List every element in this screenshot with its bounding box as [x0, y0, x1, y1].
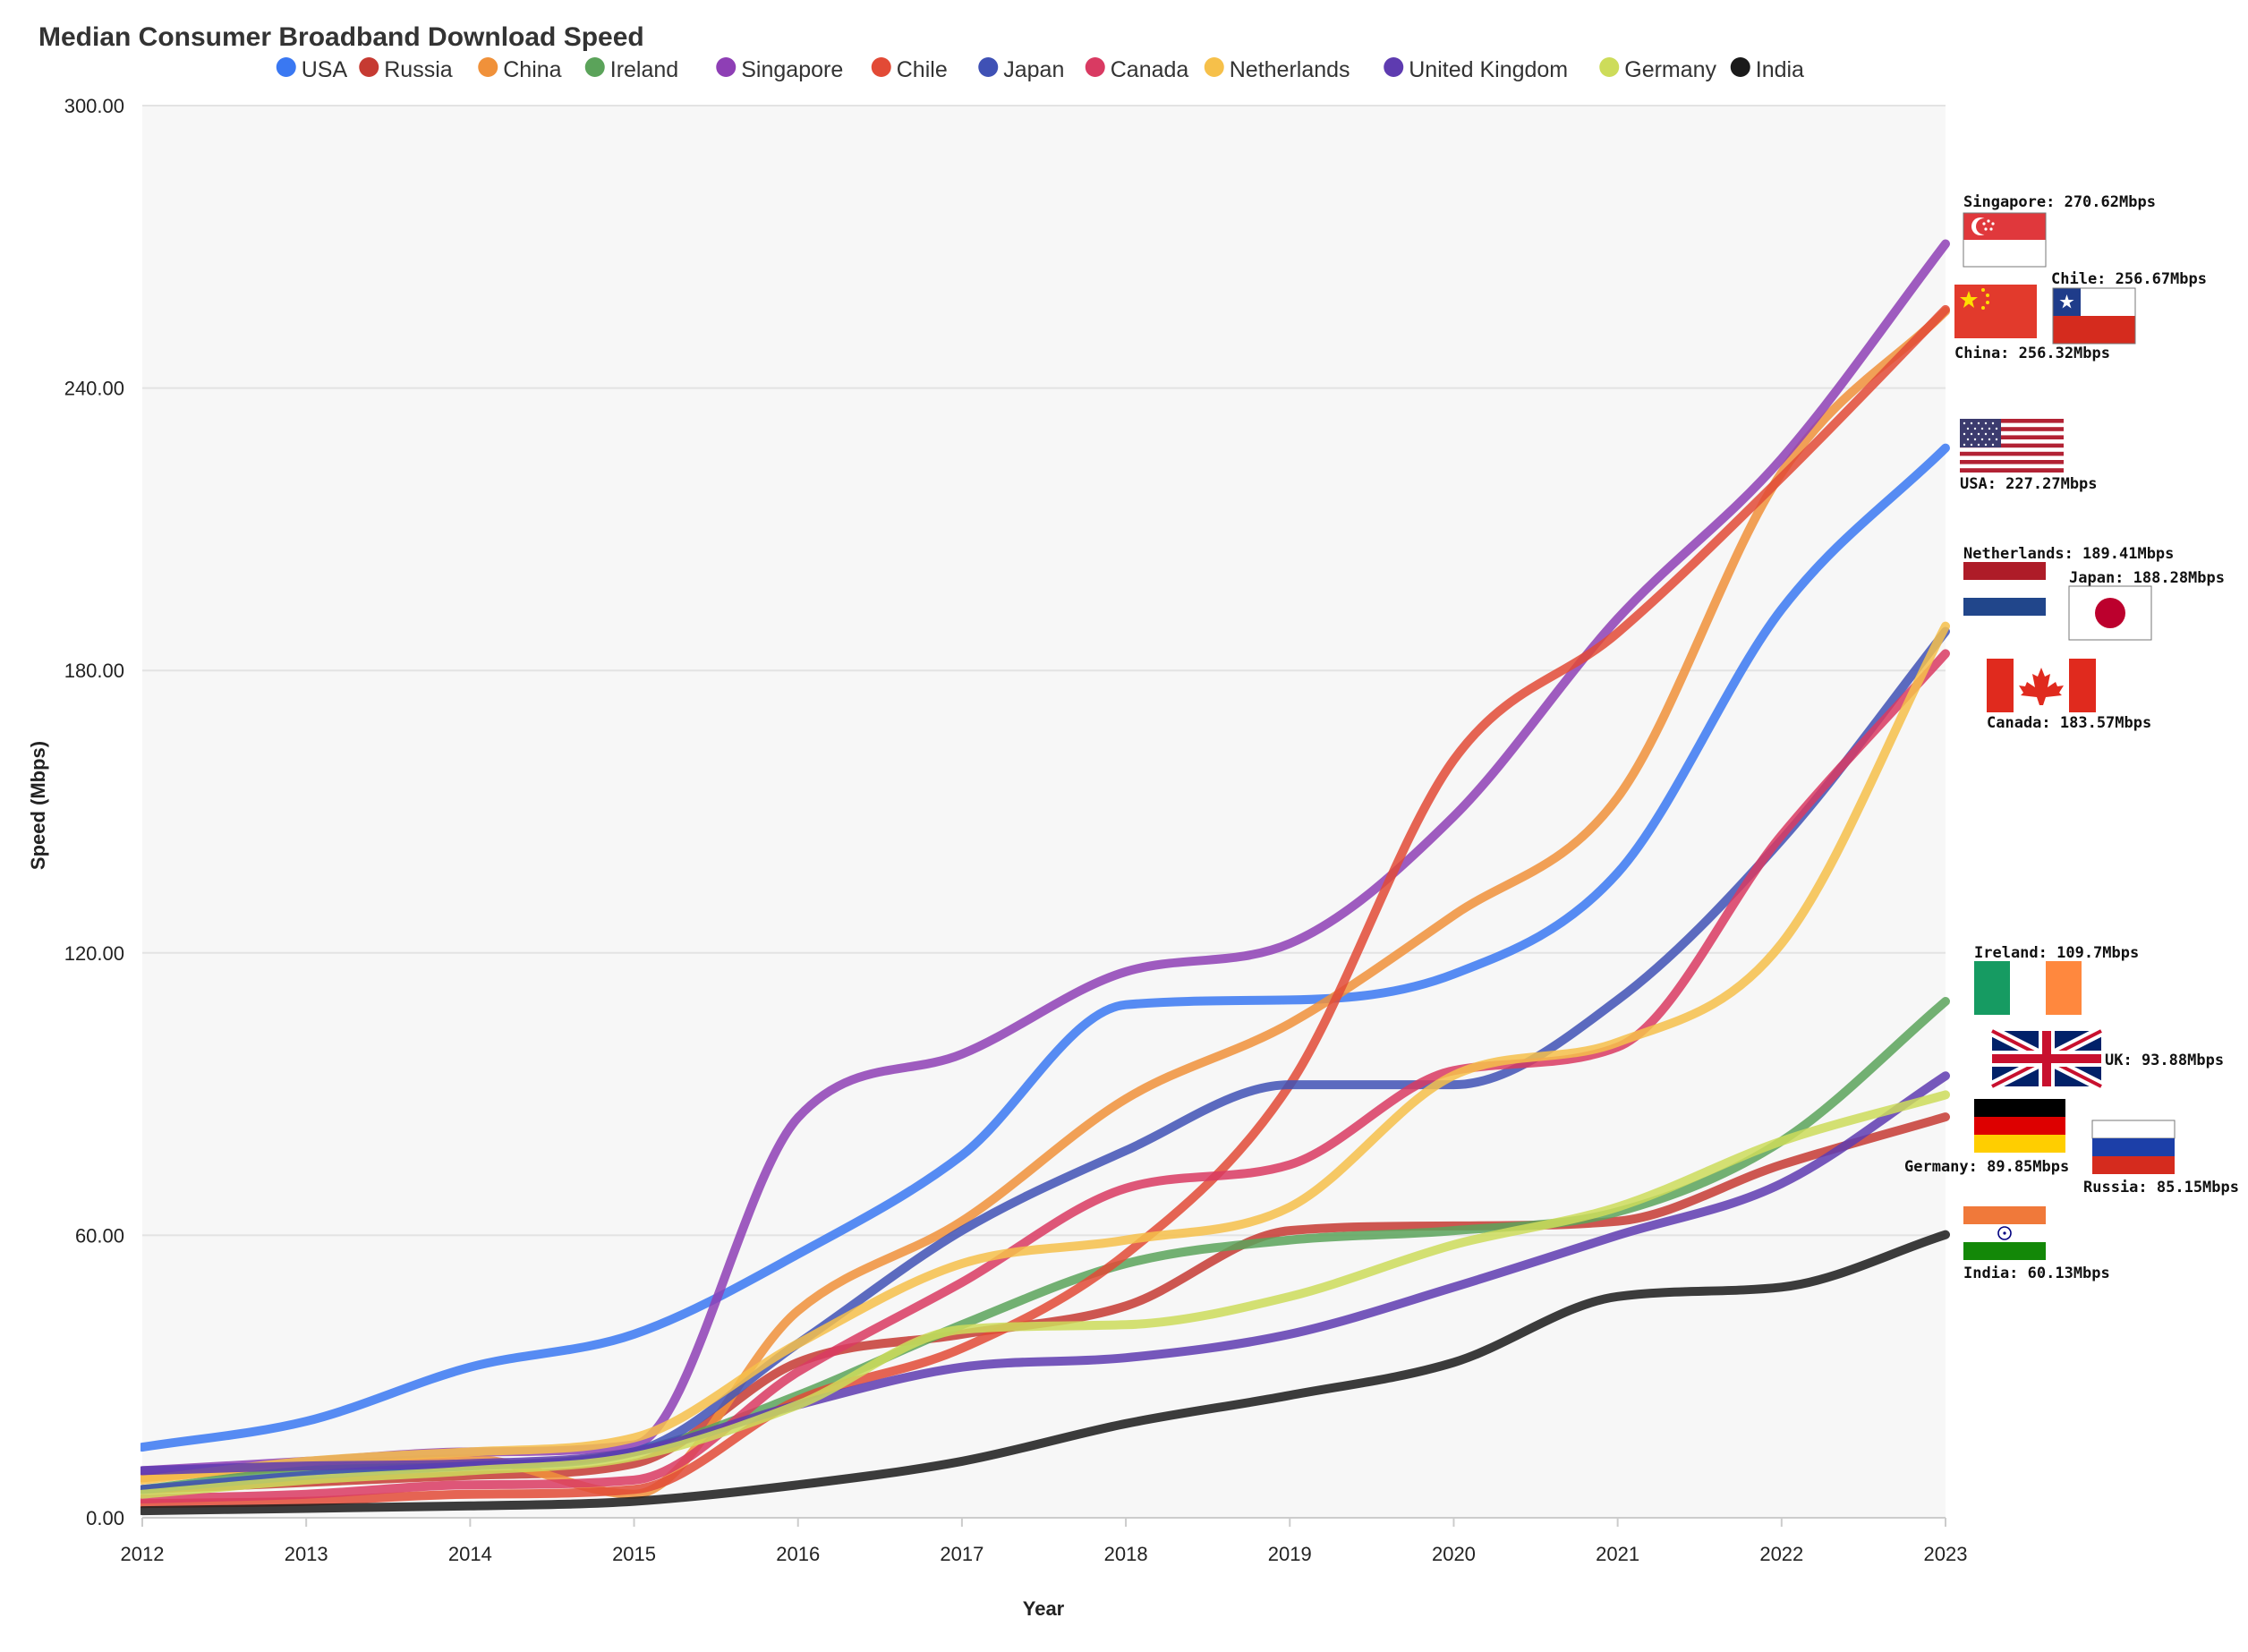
x-tick-label: 2013: [285, 1543, 328, 1565]
x-tick-label: 2017: [940, 1543, 984, 1565]
x-tick-label: 2022: [1759, 1543, 1803, 1565]
legend-label-canada: Canada: [1111, 57, 1189, 82]
x-tick-label: 2019: [1268, 1543, 1312, 1565]
legend-label-netherlands: Netherlands: [1230, 57, 1350, 82]
x-tick-label: 2014: [448, 1543, 492, 1565]
series-line-chile: [140, 304, 1950, 1509]
end-label-india: India: 60.13Mbps: [1963, 1265, 2110, 1282]
x-tick-label: 2015: [612, 1543, 656, 1565]
end-label-chile: Chile: 256.67Mbps: [2051, 270, 2207, 288]
russia-flag: [2091, 1120, 2176, 1174]
china-flag: [1954, 285, 2037, 338]
y-axis-title: Speed (Mbps): [27, 741, 49, 870]
legend-label-russia: Russia: [384, 57, 453, 82]
end-label-japan: Japan: 188.28Mbps: [2069, 569, 2225, 587]
y-tick-label: 180.00: [64, 660, 124, 682]
x-axis: 2012 2013 2014 2015 2016 2017 2018 2019 2020 2021…: [121, 1517, 1968, 1565]
series-line-china: [140, 306, 1950, 1499]
legend-marker-netherlands: [1204, 57, 1224, 77]
legend-marker-japan: [978, 57, 999, 77]
series-line-united-kingdom: [140, 1071, 1950, 1476]
singapore-flag: [1963, 212, 2047, 268]
ireland-flag: [1974, 961, 2082, 1015]
y-tick-label: 60.00: [75, 1224, 124, 1247]
chile-flag: [2052, 287, 2136, 345]
legend-marker-singapore: [716, 57, 737, 77]
y-tick-label: 240.00: [64, 378, 124, 400]
x-tick-label: 2020: [1432, 1543, 1476, 1565]
canada-flag: [1987, 659, 2096, 712]
legend-marker-canada: [1085, 57, 1105, 77]
end-label-ireland: Ireland: 109.7Mbps: [1974, 944, 2139, 962]
series-line-netherlands: [140, 621, 1950, 1485]
legend-marker-russia: [359, 57, 379, 77]
end-label-netherlands: Netherlands: 189.41Mbps: [1963, 545, 2174, 563]
end-label-germany: Germany: 89.85Mbps: [1904, 1158, 2069, 1176]
x-tick-label: 2016: [776, 1543, 820, 1565]
end-label-russia: Russia: 85.15Mbps: [2083, 1179, 2239, 1196]
legend-label-ireland: Ireland: [610, 57, 678, 82]
end-label-uk: UK: 93.88Mbps: [2105, 1052, 2224, 1069]
chart-title: Median Consumer Broadband Download Speed: [38, 22, 644, 52]
plot-area: [142, 106, 1946, 1518]
legend-label-chile: Chile: [897, 57, 948, 82]
series-line-canada: [140, 649, 1950, 1503]
y-tick-label: 0.00: [86, 1507, 124, 1529]
legend-label-united-kingdom: United Kingdom: [1409, 57, 1568, 82]
legend-label-usa: USA: [302, 57, 348, 82]
x-tick-label: 2021: [1596, 1543, 1639, 1565]
germany-flag: [1974, 1099, 2065, 1153]
legend-marker-ireland: [584, 57, 605, 77]
india-flag: [1963, 1206, 2046, 1260]
legend-label-singapore: Singapore: [741, 57, 843, 82]
legend-marker-usa: [276, 57, 296, 77]
legend-label-germany: Germany: [1624, 57, 1716, 82]
end-label-usa: USA: 227.27Mbps: [1960, 475, 2098, 493]
legend-marker-germany: [1599, 57, 1620, 77]
legend-marker-india: [1730, 57, 1750, 77]
legend-label-china: China: [503, 57, 561, 82]
legend-marker-united-kingdom: [1384, 57, 1404, 77]
end-label-canada: Canada: 183.57Mbps: [1987, 714, 2151, 732]
x-tick-label: 2012: [121, 1543, 165, 1565]
series-line-india: [140, 1230, 1950, 1516]
x-tick-label: 2018: [1104, 1543, 1148, 1565]
series-line-germany: [140, 1090, 1950, 1499]
legend: USA Russia China Ireland Singapore Chile Japan…: [276, 57, 1804, 82]
legend-marker-china: [478, 57, 498, 77]
legend-marker-chile: [871, 57, 891, 77]
y-tick-label: 300.00: [64, 95, 124, 117]
end-label-china: China: 256.32Mbps: [1954, 345, 2110, 362]
uk-flag: [1989, 1026, 2104, 1092]
x-axis-title: Year: [1023, 1597, 1065, 1620]
end-label-singapore: Singapore: 270.62Mbps: [1963, 193, 2156, 211]
japan-flag: [2068, 585, 2152, 641]
x-tick-label: 2023: [1924, 1543, 1968, 1565]
y-tick-label: 120.00: [64, 942, 124, 965]
netherlands-flag: [1963, 562, 2046, 616]
usa-flag: [1960, 419, 2064, 473]
series-line-usa: [140, 443, 1950, 1452]
y-axis: 0.00 60.00 120.00 180.00 240.00 300.00: [64, 95, 124, 1529]
legend-label-india: India: [1756, 57, 1804, 82]
legend-label-japan: Japan: [1003, 57, 1064, 82]
series-lines: [140, 239, 1950, 1516]
